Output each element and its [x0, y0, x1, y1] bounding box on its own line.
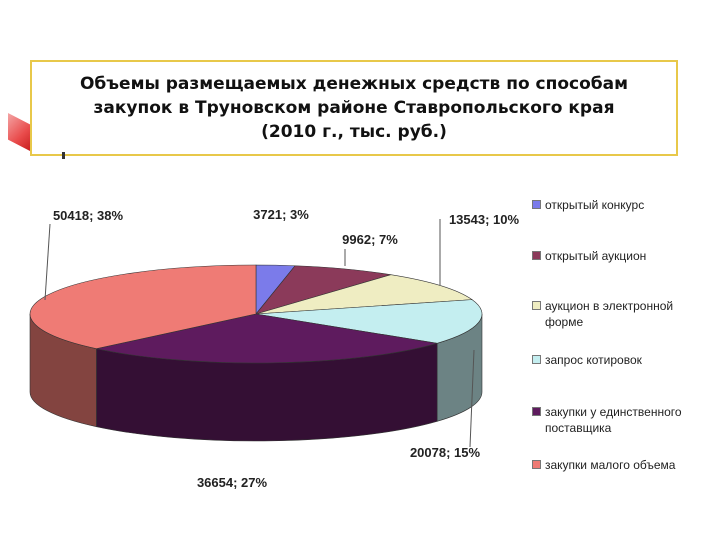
leader-line-5 [44, 223, 51, 301]
chart-title-line-3: (2010 г., тыс. руб.) [261, 122, 447, 142]
chart-title-line-1: Объемы размещаемых денежных средств по с… [79, 74, 629, 94]
legend-item-5: закупки малого объема [532, 457, 705, 473]
legend-item-3: запрос котировок [532, 352, 705, 368]
legend-swatch-0 [532, 200, 541, 209]
legend-label-2: аукцион в электронной форме [545, 299, 674, 329]
legend-label-4: закупки у единственного поставщика [545, 405, 682, 435]
legend-swatch-2 [532, 301, 541, 310]
data-label-1: 9962; 7% [342, 232, 398, 247]
legend-swatch-1 [532, 251, 541, 260]
data-label-0: 3721; 3% [253, 207, 309, 222]
legend-item-1: открытый аукцион [532, 248, 705, 264]
chart-title: Объемы размещаемых денежных средств по с… [54, 72, 654, 144]
data-label-4: 36654; 27% [197, 475, 268, 490]
legend-item-2: аукцион в электронной форме [532, 298, 705, 330]
legend-label-5: закупки малого объема [545, 458, 676, 472]
legend-item-0: открытый конкурс [532, 197, 705, 213]
legend-label-3: запрос котировок [545, 353, 642, 367]
legend-label-0: открытый конкурс [545, 198, 645, 212]
bullet-mark [62, 152, 65, 159]
data-label-5: 50418; 38% [53, 208, 124, 223]
legend-swatch-5 [532, 460, 541, 469]
title-box: Объемы размещаемых денежных средств по с… [30, 60, 678, 156]
legend-label-1: открытый аукцион [545, 249, 647, 263]
pie-slice-5 [29, 264, 257, 349]
data-label-2: 13543; 10% [449, 212, 520, 227]
pie-slice-4 [96, 313, 438, 364]
pie-slice-2 [255, 274, 473, 315]
chart-title-line-2: закупок в Труновском районе Ставропольск… [93, 98, 615, 118]
pie-slice-3 [255, 299, 483, 344]
title-accent-shape [8, 113, 30, 151]
leader-line-3 [469, 349, 475, 448]
data-label-3: 20078; 15% [410, 445, 481, 460]
legend-swatch-3 [532, 355, 541, 364]
legend-swatch-4 [532, 407, 541, 416]
pie-slice-1 [255, 265, 392, 315]
legend-item-4: закупки у единственного поставщика [532, 404, 705, 436]
